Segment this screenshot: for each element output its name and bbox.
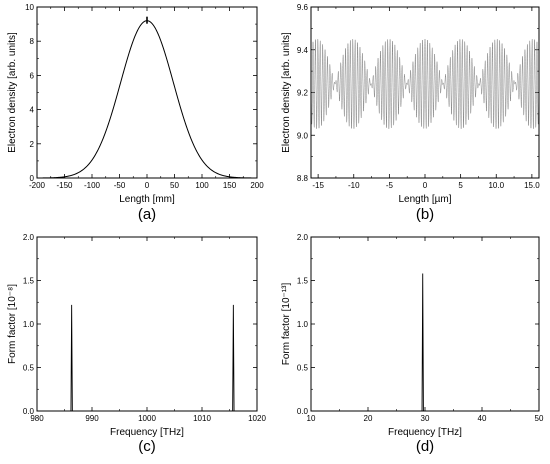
y-tick-label: 8.8 xyxy=(297,174,309,183)
x-tick-label: 100 xyxy=(195,181,209,190)
x-tick-label: 980 xyxy=(30,414,44,423)
y-tick-label: 6 xyxy=(30,71,35,80)
panel-caption: (a) xyxy=(138,206,156,223)
x-tick-label: -50 xyxy=(114,181,126,190)
panel-caption: (c) xyxy=(138,438,156,455)
x-tick-label: 10 xyxy=(307,414,316,423)
y-tick-label: 10 xyxy=(25,3,34,12)
x-tick-label: -15 xyxy=(312,181,324,190)
x-tick-label: 0 xyxy=(423,181,428,190)
y-axis-label: Form factor [10⁻⁸] xyxy=(7,284,18,364)
chart-4: 10 20 30 40 50 0.0 0.5 1.0 1.5 2.0 Frequency [THz]… xyxy=(281,233,544,455)
x-axis-label: Frequency [THz] xyxy=(110,427,184,438)
panel-caption: (b) xyxy=(416,206,434,223)
x-tick-label: 5 xyxy=(458,181,463,190)
y-tick-label: 1.0 xyxy=(23,320,35,329)
x-tick-label: 990 xyxy=(85,414,99,423)
spike-mark xyxy=(232,304,235,412)
y-tick-label: 2.0 xyxy=(23,233,35,242)
panel-caption: (d) xyxy=(416,438,434,455)
x-tick-label: 200 xyxy=(250,181,264,190)
x-tick-label: 1010 xyxy=(193,414,211,423)
y-tick-label: 1.5 xyxy=(23,277,35,286)
x-tick-label: -100 xyxy=(84,181,101,190)
y-tick-label: 0 xyxy=(30,174,35,183)
y-tick-label: 2.0 xyxy=(297,233,309,242)
y-tick-label: 0.0 xyxy=(297,407,309,416)
x-tick-label: 50 xyxy=(535,414,544,423)
spike-mark xyxy=(421,273,424,412)
y-tick-label: 9.4 xyxy=(297,46,309,55)
y-tick-label: 0.5 xyxy=(23,364,35,373)
plot-frame xyxy=(36,6,258,179)
chart-1: -200 -150 -100 -50 0 50 100 150 200 0 2 4 6 8 10 Length… xyxy=(7,3,264,223)
y-tick-label: 1.5 xyxy=(297,277,309,286)
x-tick-label: -150 xyxy=(56,181,73,190)
y-tick-label: 0.5 xyxy=(297,364,309,373)
x-tick-label: 0 xyxy=(145,181,150,190)
plot-frame xyxy=(36,236,258,412)
y-tick-label: 4 xyxy=(30,106,35,115)
series-line xyxy=(37,20,257,179)
y-axis-label: Electron density [arb. units] xyxy=(281,32,292,153)
x-tick-label: 30 xyxy=(421,414,430,423)
x-tick-label: 10.0 xyxy=(488,181,504,190)
y-tick-label: 9.6 xyxy=(297,3,309,12)
series-line xyxy=(310,38,540,130)
y-tick-label: 9.2 xyxy=(297,89,309,98)
x-tick-label: -200 xyxy=(29,181,46,190)
y-tick-label: 9.0 xyxy=(297,131,309,140)
x-axis-label: Length [µm] xyxy=(398,194,451,205)
chart-3: 980 990 1000 1010 1020 0.0 0.5 1.0 1.5 2.0 Frequen… xyxy=(7,233,266,455)
x-tick-label: 15.0 xyxy=(524,181,540,190)
y-tick-label: 2 xyxy=(30,140,35,149)
plot-frame xyxy=(310,6,540,179)
x-tick-label: 40 xyxy=(478,414,487,423)
plot-frame xyxy=(310,236,540,412)
x-tick-label: 150 xyxy=(223,181,237,190)
x-tick-label: 20 xyxy=(364,414,373,423)
y-axis-label: Form factor [10⁻¹³] xyxy=(281,283,292,366)
y-tick-label: 0.0 xyxy=(23,407,35,416)
y-tick-label: 1.0 xyxy=(297,320,309,329)
y-axis-label: Electron density [arb. units] xyxy=(7,32,18,153)
x-tick-label: -10 xyxy=(348,181,360,190)
x-tick-label: 1020 xyxy=(248,414,266,423)
spike-mark xyxy=(70,304,73,412)
x-axis-label: Frequency [THz] xyxy=(388,427,462,438)
x-axis-label: Length [mm] xyxy=(119,194,175,205)
chart-2: -15 -10 -5 0 5 10.0 15.0 8.8 9.0 9.2 9.4 9.6 Length … xyxy=(281,3,540,223)
x-tick-label: 1000 xyxy=(138,414,156,423)
y-tick-label: 8 xyxy=(30,37,35,46)
x-tick-label: 50 xyxy=(170,181,179,190)
x-tick-label: -5 xyxy=(386,181,394,190)
